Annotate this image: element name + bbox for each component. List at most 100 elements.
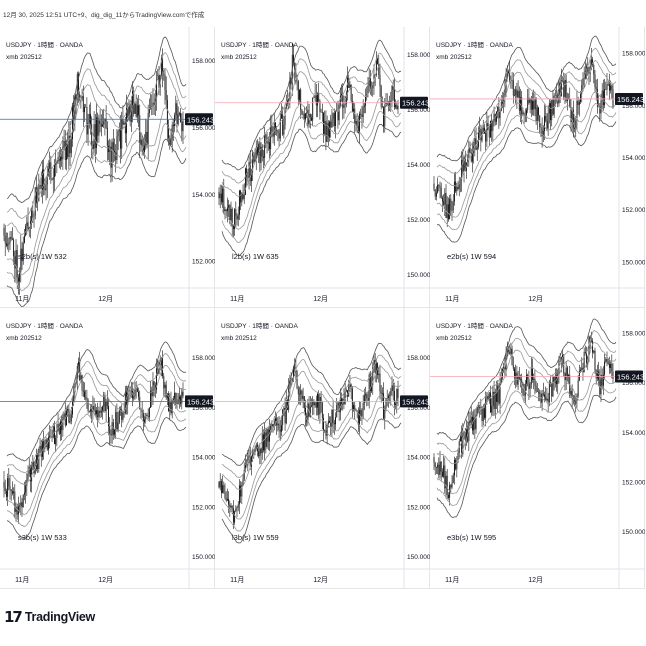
- candle-body: [230, 208, 232, 221]
- candle-body: [323, 417, 324, 431]
- candle-body: [516, 372, 518, 385]
- candle-body: [120, 128, 121, 149]
- candle-body: [260, 448, 262, 454]
- candle-body: [538, 392, 539, 393]
- candle-body: [395, 105, 397, 108]
- candle-body: [154, 385, 156, 390]
- candle-body: [533, 101, 535, 110]
- candle-body: [226, 498, 228, 501]
- candle-body: [47, 437, 49, 450]
- candle-body: [453, 181, 455, 202]
- chart-pane[interactable]: 156.243 150.000 152.000 154.000 156.000 158.0…: [215, 308, 430, 589]
- candle-body: [249, 455, 251, 467]
- candle-body: [491, 405, 493, 413]
- band-line: [221, 395, 402, 520]
- candle-body: [463, 157, 465, 172]
- candle-body: [230, 505, 232, 508]
- candle-body: [99, 120, 101, 124]
- candle-body: [365, 96, 367, 106]
- chart-pane[interactable]: 156.243 150.000 152.000 154.000 156.000 158.0…: [0, 308, 215, 589]
- candle-body: [281, 425, 282, 432]
- candle-body: [506, 73, 508, 80]
- candle-body: [342, 398, 344, 405]
- candle-body: [139, 396, 141, 410]
- candle-body: [351, 388, 353, 411]
- candle-body: [365, 394, 367, 396]
- candle-body: [482, 127, 484, 132]
- candle-body: [377, 58, 379, 65]
- candle-body: [604, 89, 606, 106]
- candle-body: [144, 145, 146, 153]
- candle-body: [219, 193, 221, 199]
- y-tick-label: 152.000: [622, 480, 645, 487]
- candle-body: [362, 403, 364, 410]
- chart-pane[interactable]: 156.243 152.000 154.000 156.000 158.000 11月 12…: [0, 27, 215, 308]
- candle-body: [308, 403, 310, 417]
- candle-body: [278, 132, 280, 139]
- candle-body: [363, 105, 365, 107]
- candle-body: [175, 103, 177, 116]
- candle-body: [511, 348, 513, 366]
- candle-body: [156, 79, 158, 99]
- candle-body: [469, 147, 471, 153]
- candle-body: [20, 502, 22, 506]
- candle-body: [512, 80, 514, 96]
- tradingview-logo[interactable]: 17 TradingView: [4, 607, 95, 627]
- chart-pane[interactable]: 156.243 150.000 152.000 154.000 156.000 158.0…: [215, 27, 430, 308]
- chart-svg: 156.243 150.000 152.000 154.000 156.000 158.0…: [0, 308, 215, 589]
- band-line: [221, 418, 402, 544]
- candle-body: [68, 409, 70, 423]
- last-price-label-bg: [400, 96, 428, 109]
- chart-pane[interactable]: 156.243 150.000 152.000 154.000 156.000 158.0…: [430, 308, 645, 589]
- candle-body: [331, 118, 333, 128]
- candle-body: [444, 193, 446, 205]
- candle-body: [31, 210, 33, 221]
- candle-body: [85, 396, 87, 398]
- candle-body: [146, 132, 148, 145]
- candle-body: [145, 132, 147, 146]
- candle-body: [134, 389, 136, 397]
- chart-pane[interactable]: 156.243 150.000 152.000 154.000 156.000 158.0…: [430, 27, 645, 308]
- candle-body: [226, 207, 228, 212]
- y-tick-label: 156.000: [622, 103, 645, 110]
- candle-body: [309, 406, 311, 417]
- candle-body: [170, 402, 172, 414]
- candle-body: [169, 402, 171, 412]
- candle-body: [355, 121, 357, 124]
- candle-body: [317, 92, 318, 106]
- candle-body: [522, 112, 524, 115]
- candle-body: [61, 421, 63, 431]
- band-line: [6, 107, 187, 275]
- candle-body: [583, 352, 585, 373]
- candle-body: [532, 101, 533, 110]
- candle-body: [5, 243, 7, 246]
- candle-body: [339, 397, 341, 413]
- candle-body: [437, 185, 439, 193]
- candle-body: [350, 84, 352, 101]
- candle-body: [439, 461, 441, 475]
- band-line: [6, 353, 187, 474]
- candle-body: [163, 73, 165, 75]
- candle-body: [224, 209, 226, 212]
- candle-body: [578, 102, 580, 105]
- candle-body: [526, 110, 527, 116]
- candle-body: [605, 89, 607, 90]
- candle-body: [7, 244, 9, 246]
- candle-body: [61, 156, 63, 160]
- candle-body: [35, 187, 37, 203]
- candle-body: [378, 373, 380, 376]
- candle-body: [242, 479, 244, 485]
- candle-body: [248, 455, 250, 457]
- candle-body: [372, 83, 374, 89]
- band-line: [6, 68, 187, 235]
- candle-body: [11, 238, 13, 240]
- candle-body: [270, 426, 272, 430]
- candle-body: [294, 63, 296, 73]
- candle-body: [581, 367, 583, 370]
- y-tick-label: 158.000: [622, 51, 645, 58]
- candle-body: [290, 379, 292, 381]
- candle-body: [293, 54, 294, 64]
- candle-body: [20, 248, 22, 272]
- candle-body: [462, 432, 464, 455]
- candle-body: [223, 485, 225, 493]
